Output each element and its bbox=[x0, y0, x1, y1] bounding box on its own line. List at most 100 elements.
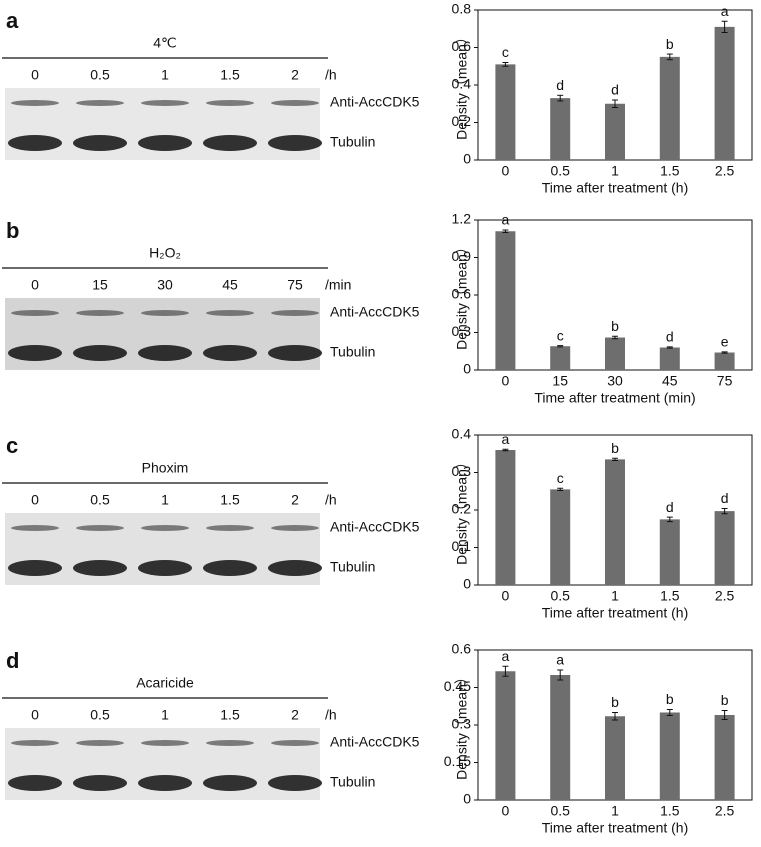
y-tick-label: 0.6 bbox=[452, 641, 472, 657]
bar bbox=[659, 519, 680, 585]
significance-letter: d bbox=[666, 499, 674, 515]
x-tick-label: 1.5 bbox=[660, 588, 680, 604]
lane-label: 0.5 bbox=[90, 67, 110, 83]
lane-label: 1.5 bbox=[220, 67, 240, 83]
x-tick-label: 0.5 bbox=[550, 163, 570, 179]
bar bbox=[550, 346, 571, 370]
lane-label: 2 bbox=[291, 707, 299, 723]
lane-label: 0.5 bbox=[90, 492, 110, 508]
x-tick-label: 45 bbox=[662, 373, 678, 389]
band bbox=[141, 100, 189, 106]
bar bbox=[605, 716, 625, 800]
band-label: Anti-AccCDK5 bbox=[330, 519, 420, 535]
x-tick-label: 1.5 bbox=[660, 163, 680, 179]
unit-label: /h bbox=[325, 67, 337, 83]
band-label: Tubulin bbox=[330, 134, 375, 150]
bar bbox=[550, 675, 571, 800]
bar bbox=[550, 489, 571, 585]
band bbox=[206, 100, 254, 106]
x-axis-label: Time after treatment (h) bbox=[542, 820, 689, 836]
significance-letter: a bbox=[502, 212, 510, 228]
band bbox=[268, 135, 322, 151]
band bbox=[73, 135, 127, 151]
band bbox=[11, 525, 59, 531]
unit-label: /h bbox=[325, 492, 337, 508]
band bbox=[268, 775, 322, 791]
band bbox=[141, 525, 189, 531]
y-axis-label: Density（mean） bbox=[454, 455, 470, 565]
band bbox=[141, 740, 189, 746]
treatment-label: Phoxim bbox=[142, 460, 189, 476]
band-label: Tubulin bbox=[330, 344, 375, 360]
significance-letter: a bbox=[502, 431, 510, 447]
bar bbox=[659, 56, 680, 160]
lane-label: 0 bbox=[31, 707, 39, 723]
significance-letter: e bbox=[721, 334, 729, 350]
band bbox=[11, 100, 59, 106]
x-tick-label: 2.5 bbox=[715, 588, 735, 604]
lane-label: 1 bbox=[161, 707, 169, 723]
y-tick-label: 0.6 bbox=[452, 38, 472, 54]
y-tick-label: 0.4 bbox=[452, 426, 472, 442]
lane-label: 15 bbox=[92, 277, 108, 293]
band bbox=[138, 345, 192, 361]
x-tick-label: 1 bbox=[611, 588, 619, 604]
y-tick-label: 0.9 bbox=[452, 248, 472, 264]
significance-letter: b bbox=[721, 692, 729, 708]
lane-label: 0 bbox=[31, 492, 39, 508]
band bbox=[73, 560, 127, 576]
x-tick-label: 1.5 bbox=[660, 803, 680, 819]
panel-letter: b bbox=[6, 218, 19, 243]
y-tick-label: 0.45 bbox=[444, 678, 471, 694]
lane-label: 1 bbox=[161, 67, 169, 83]
treatment-label: H₂O₂ bbox=[149, 245, 181, 261]
x-tick-label: 2.5 bbox=[715, 163, 735, 179]
y-tick-label: 1.2 bbox=[452, 211, 472, 227]
lane-label: 75 bbox=[287, 277, 303, 293]
bar bbox=[495, 450, 516, 585]
band bbox=[206, 310, 254, 316]
lane-label: 0 bbox=[31, 67, 39, 83]
lane-label: 1.5 bbox=[220, 492, 240, 508]
unit-label: /h bbox=[325, 707, 337, 723]
y-tick-label: 0.8 bbox=[452, 1, 472, 17]
band bbox=[203, 135, 257, 151]
band bbox=[76, 310, 124, 316]
lane-label: 0 bbox=[31, 277, 39, 293]
x-tick-label: 2.5 bbox=[715, 803, 735, 819]
y-tick-label: 0.3 bbox=[452, 716, 472, 732]
y-axis-label: Density（mean） bbox=[454, 670, 470, 780]
band bbox=[8, 345, 62, 361]
lane-label: 2 bbox=[291, 492, 299, 508]
lane-label: 2 bbox=[291, 67, 299, 83]
band bbox=[268, 345, 322, 361]
bar bbox=[659, 712, 680, 800]
bar bbox=[495, 231, 516, 370]
band-label: Anti-AccCDK5 bbox=[330, 734, 420, 750]
band bbox=[271, 100, 319, 106]
significance-letter: d bbox=[611, 82, 619, 98]
bar bbox=[605, 337, 625, 370]
band-label: Tubulin bbox=[330, 559, 375, 575]
lane-label: 1.5 bbox=[220, 707, 240, 723]
x-tick-label: 0 bbox=[502, 803, 510, 819]
y-tick-label: 0.2 bbox=[452, 113, 472, 129]
y-tick-label: 0.2 bbox=[452, 501, 472, 517]
x-tick-label: 0.5 bbox=[550, 588, 570, 604]
lane-label: 45 bbox=[222, 277, 238, 293]
significance-letter: b bbox=[666, 691, 674, 707]
x-tick-label: 0 bbox=[502, 588, 510, 604]
x-tick-label: 0 bbox=[502, 163, 510, 179]
x-tick-label: 0.5 bbox=[550, 803, 570, 819]
lane-label: 1 bbox=[161, 492, 169, 508]
band bbox=[138, 775, 192, 791]
y-tick-label: 0.4 bbox=[452, 76, 472, 92]
y-tick-label: 0.1 bbox=[452, 538, 472, 554]
bar bbox=[550, 98, 571, 160]
band bbox=[8, 775, 62, 791]
y-tick-label: 0.3 bbox=[452, 323, 472, 339]
x-tick-label: 30 bbox=[607, 373, 623, 389]
bar bbox=[495, 671, 516, 800]
y-tick-label: 0 bbox=[463, 791, 471, 807]
band-label: Tubulin bbox=[330, 774, 375, 790]
